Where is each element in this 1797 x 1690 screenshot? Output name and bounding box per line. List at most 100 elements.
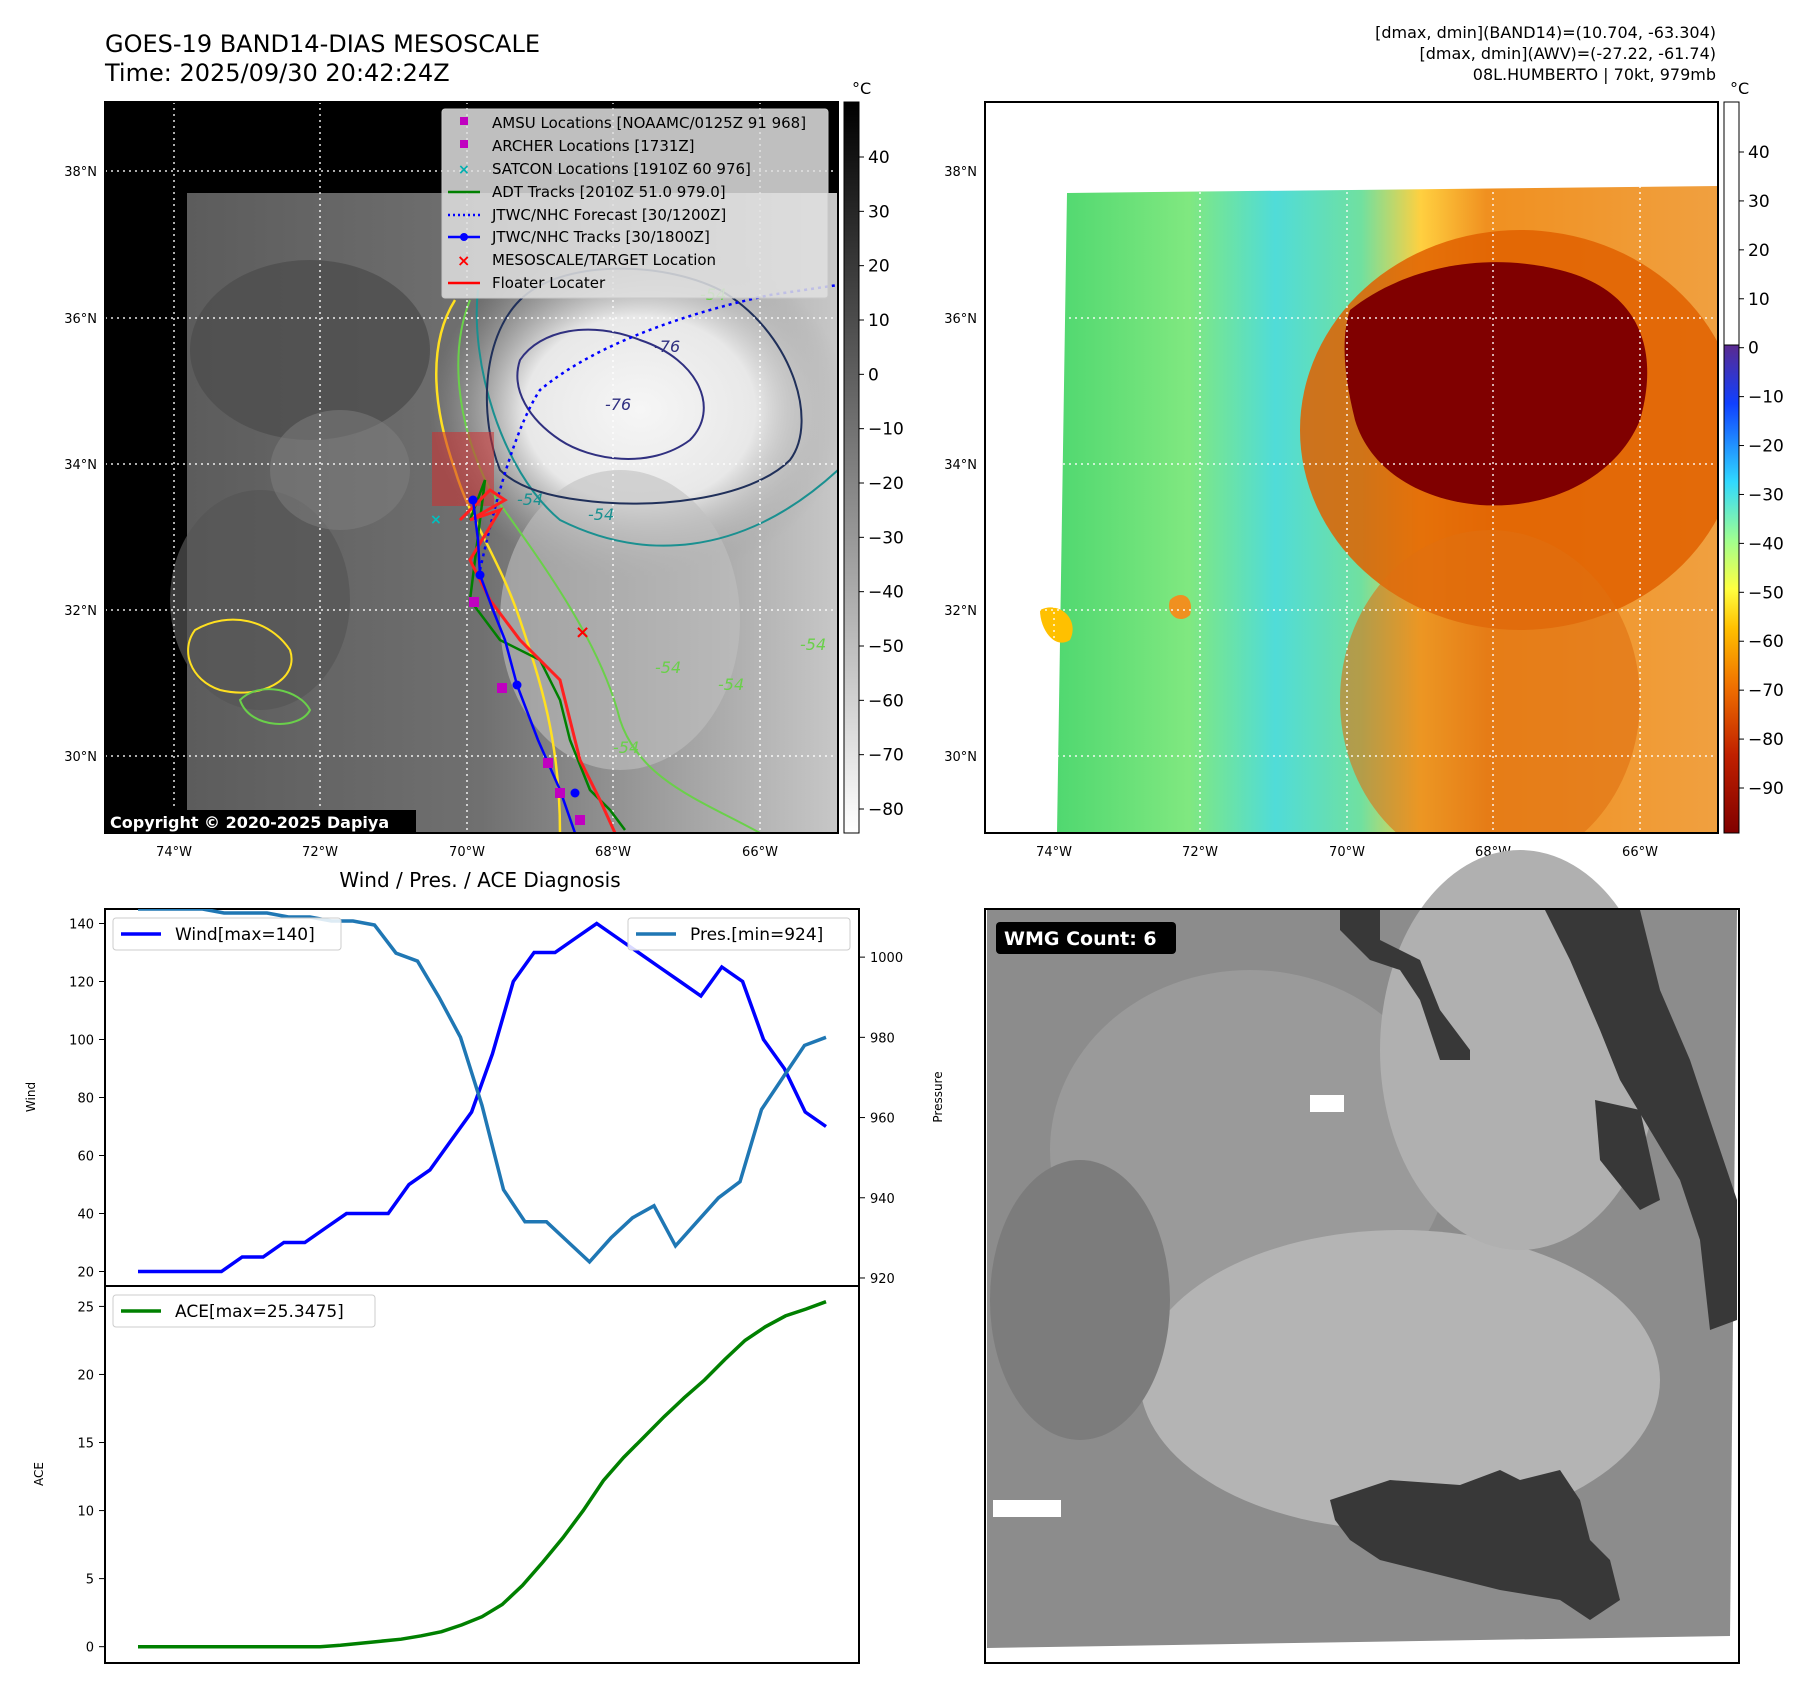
- lon-label: 66°W: [742, 845, 778, 860]
- contour-coldest: [516, 328, 705, 460]
- ace-y-tick-label: 0: [86, 1641, 94, 1656]
- legend-marker-satcon: ×: [458, 162, 470, 178]
- lon-label: 66°W: [1622, 845, 1658, 860]
- lat-label: 34°N: [64, 458, 97, 473]
- ace-y-tick-label: 15: [77, 1437, 94, 1452]
- wind-y-tick-label: 60: [77, 1150, 94, 1165]
- wmg-dark-region: [1340, 910, 1470, 1060]
- contour-label: -54: [517, 490, 543, 509]
- lon-label: 72°W: [302, 845, 338, 860]
- info-band14: [dmax, dmin](BAND14)=(10.704, -63.304): [1375, 23, 1716, 42]
- ace-axis-label: ACE: [32, 1462, 46, 1486]
- ace-chart: ACE 0 5 10 15 20 25 ACE[max=25.3475]: [32, 1285, 860, 1664]
- colorbar-tick-label: −40: [868, 583, 904, 603]
- copyright-text: Copyright © 2020-2025 Dapiya: [110, 813, 389, 832]
- ace-chart-frame: [104, 1285, 860, 1664]
- wind-y-tick-label: 40: [77, 1208, 94, 1223]
- contour-label: -54: [718, 675, 744, 694]
- nhc-track: [471, 499, 577, 833]
- contour-label: -54: [588, 505, 614, 524]
- contour-yellow-small: [187, 618, 293, 694]
- convective-cell: [1040, 607, 1073, 643]
- pressure-y-tick-label: 940: [870, 1192, 895, 1207]
- wind-legend-label: Wind[max=140]: [175, 925, 315, 945]
- contour-yellow: [435, 299, 562, 833]
- wind-axis-label: Wind: [24, 1082, 38, 1112]
- colorbar-tick-label: 0: [868, 365, 879, 385]
- right-map-gridlines: [985, 102, 1718, 833]
- ace-y-tick-label: 5: [86, 1573, 94, 1588]
- colorbar-tick-label: −30: [868, 528, 904, 548]
- ace-series-line: [138, 1300, 827, 1649]
- colorbar-warm-segment: [1723, 101, 1740, 346]
- colorbar-tick-label: −60: [1748, 632, 1784, 652]
- floater-track: [458, 488, 617, 833]
- storm-rainband: [500, 470, 740, 770]
- legend-label-archer: ARCHER Locations [1731Z]: [492, 137, 695, 155]
- lat-label: 38°N: [944, 165, 977, 180]
- wind-y-tick-label: 120: [69, 976, 94, 991]
- contour-green-small: [238, 688, 312, 725]
- colorbar-tick-label: 20: [1748, 241, 1770, 261]
- pressure-series-line: [138, 909, 827, 1265]
- right-colorbar: °C 40 30 20 10 0 −10 −20 −30 −40 −50 −60 −70 −80 −90: [1723, 79, 1784, 834]
- left-map: × × -76 -76 -54 -54 -54 -54 -54 -54 -54 …: [64, 101, 839, 860]
- legend-label-target: MESOSCALE/TARGET Location: [492, 251, 716, 269]
- colorbar-tick-label: 10: [1748, 290, 1770, 310]
- colorbar-tick-label: −50: [868, 637, 904, 657]
- colorbar-tick-label: −10: [1748, 388, 1784, 408]
- figure-time: Time: 2025/09/30 20:42:24Z: [104, 59, 450, 87]
- legend-marker-amsu: [460, 117, 468, 125]
- legend-box: [441, 108, 829, 299]
- colorbar-gradient: [1723, 344, 1740, 834]
- contour-label: -76: [654, 337, 680, 356]
- lat-label: 34°N: [944, 458, 977, 473]
- colorbar-tick-label: −70: [868, 746, 904, 766]
- lat-label: 38°N: [64, 165, 97, 180]
- wmg-dark-region: [1595, 1100, 1660, 1210]
- pressure-y-tick-label: 960: [870, 1112, 895, 1127]
- ace-y-ticks: 0 5 10 15 20 25: [77, 1300, 105, 1656]
- legend-label-adt: ADT Tracks [2010Z 51.0 979.0]: [492, 183, 726, 201]
- colorbar-tick-label: −20: [868, 474, 904, 494]
- wind-chart-frame: [104, 908, 860, 1287]
- wmg-frame: [984, 908, 1740, 1664]
- lon-label: 72°W: [1182, 845, 1218, 860]
- wind-y-tick-label: 20: [77, 1266, 94, 1281]
- satcon-marker: ×: [430, 512, 442, 528]
- pressure-legend-label: Pres.[min=924]: [690, 925, 823, 945]
- left-colorbar: °C 40 30 20 10 0 −10 −20 −30 −40 −50 −60 −70 −80: [843, 79, 904, 834]
- cloud-texture: [270, 410, 410, 530]
- colorbar-ticks: 40 30 20 10 0 −10 −20 −30 −40 −50 −60 −70 −80: [859, 148, 904, 820]
- colorbar-tick-label: 40: [868, 148, 890, 168]
- lon-label: 70°W: [1329, 845, 1365, 860]
- colorbar-tick-label: 20: [868, 257, 890, 277]
- target-marker: ×: [575, 622, 590, 643]
- legend-marker-archer: [460, 140, 468, 148]
- contour-label: -54: [655, 658, 681, 677]
- lat-label: 30°N: [64, 750, 97, 765]
- lon-label: 74°W: [1036, 845, 1072, 860]
- ace-legend-label: ACE[max=25.3475]: [175, 1302, 344, 1322]
- wmg-bright-pixel: [1310, 1095, 1344, 1112]
- colorbar-tick-label: 10: [868, 311, 890, 331]
- left-map-frame: [104, 101, 839, 834]
- wind-y-tick-label: 140: [69, 918, 94, 933]
- legend-label-nhc: JTWC/NHC Tracks [30/1800Z]: [491, 228, 710, 246]
- info-awv: [dmax, dmin](AWV)=(-27.22, -61.74): [1419, 44, 1716, 63]
- colorbar-tick-label: −50: [1748, 583, 1784, 603]
- wmg-texture: [1140, 1230, 1660, 1530]
- lat-label: 30°N: [944, 750, 977, 765]
- colorbar-tick-label: 30: [1748, 192, 1770, 212]
- colorbar-tick-label: −30: [1748, 485, 1784, 505]
- wind-pressure-chart: Wind Pressure 20 40 60 80 100 120 140 920 940 96…: [24, 908, 945, 1287]
- left-map-legend: AMSU Locations [NOAAMC/0125Z 91 968] ARC…: [441, 108, 829, 299]
- colorbar-tick-label: −80: [868, 800, 904, 820]
- legend-label-satcon: SATCON Locations [1910Z 60 976]: [492, 160, 751, 178]
- wmg-count-label: WMG Count: 6: [1004, 928, 1157, 950]
- lon-label: 74°W: [156, 845, 192, 860]
- wmg-dark-region: [1545, 910, 1737, 1330]
- contour-cold: [485, 267, 803, 505]
- right-map: 38°N 36°N 34°N 32°N 30°N 74°W 72°W 70°W …: [944, 101, 1719, 860]
